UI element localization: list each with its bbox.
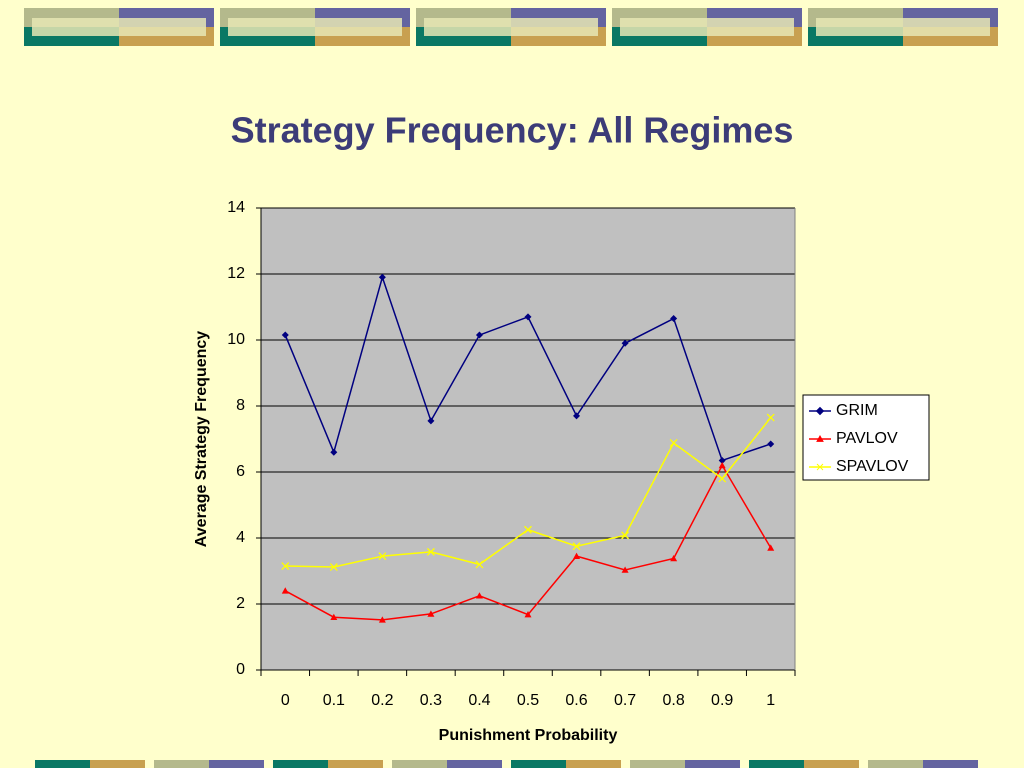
- point: [573, 552, 581, 559]
- x-tick-label: 0.1: [323, 692, 345, 709]
- legend-marker: [816, 463, 824, 471]
- deco-block: [90, 760, 145, 768]
- point: [670, 315, 678, 323]
- point: [281, 562, 290, 571]
- x-tick-label: 0.3: [420, 692, 442, 709]
- y-axis-title: Average Strategy Frequency: [193, 331, 210, 547]
- y-tick-label: 10: [227, 331, 245, 348]
- point: [329, 563, 338, 571]
- deco-block: [620, 18, 794, 36]
- point: [330, 448, 338, 456]
- point: [572, 542, 581, 551]
- point: [426, 547, 435, 556]
- deco-block: [424, 18, 598, 36]
- deco-block: [154, 760, 209, 768]
- point: [475, 331, 483, 339]
- y-tick-label: 12: [227, 265, 245, 282]
- point: [718, 474, 727, 483]
- point: [378, 273, 386, 281]
- deco-block: [749, 760, 804, 768]
- deco-block: [209, 760, 264, 768]
- point: [524, 525, 532, 534]
- x-tick-label: 0.4: [468, 692, 490, 709]
- x-axis-title: Punishment Probability: [439, 727, 618, 744]
- point: [475, 592, 483, 599]
- x-tick-label: 1: [766, 692, 775, 709]
- y-tick-label: 0: [236, 661, 245, 678]
- x-tick-label: 0.6: [565, 692, 587, 709]
- x-tick-label: 0: [281, 692, 290, 709]
- deco-block: [228, 18, 402, 36]
- point: [766, 413, 775, 422]
- point: [427, 417, 435, 425]
- legend-label: GRIM: [836, 402, 878, 419]
- point: [669, 439, 678, 447]
- point: [378, 616, 386, 623]
- deco-block: [35, 760, 90, 768]
- deco-block: [328, 760, 383, 768]
- point: [621, 566, 629, 573]
- deco-block: [447, 760, 502, 768]
- legend-label: SPAVLOV: [836, 458, 909, 475]
- deco-block: [32, 18, 206, 36]
- x-tick-label: 0.5: [517, 692, 539, 709]
- point: [718, 461, 726, 469]
- deco-block: [566, 760, 621, 768]
- chart-title: Strategy Frequency: All Regimes: [231, 110, 794, 151]
- deco-block: [923, 760, 978, 768]
- point: [573, 412, 581, 420]
- y-tick-label: 6: [236, 463, 245, 480]
- deco-block: [685, 760, 740, 768]
- deco-block: [816, 18, 990, 36]
- decoration: [24, 8, 998, 768]
- plot-area: [261, 208, 795, 670]
- point: [281, 587, 289, 594]
- point: [475, 560, 484, 569]
- y-tick-label: 14: [227, 199, 245, 216]
- deco-block: [273, 760, 328, 768]
- x-tick-label: 0.8: [663, 692, 685, 709]
- deco-block: [868, 760, 923, 768]
- point: [427, 610, 435, 617]
- point: [330, 613, 338, 620]
- y-tick-label: 2: [236, 595, 245, 612]
- point: [621, 339, 629, 347]
- point: [621, 531, 630, 540]
- point: [767, 440, 775, 448]
- point: [378, 552, 387, 561]
- y-tick-label: 8: [236, 397, 245, 414]
- point: [670, 554, 678, 562]
- deco-block: [630, 760, 685, 768]
- point: [524, 611, 532, 618]
- legend-marker: [816, 434, 824, 442]
- x-tick-label: 0.7: [614, 692, 636, 709]
- x-tick-label: 0.9: [711, 692, 733, 709]
- y-tick-label: 4: [236, 529, 245, 546]
- point: [281, 331, 289, 339]
- x-tick-label: 0.2: [371, 692, 393, 709]
- deco-block: [804, 760, 859, 768]
- legend-label: PAVLOV: [836, 430, 898, 447]
- point: [718, 456, 726, 464]
- point: [767, 544, 775, 551]
- deco-block: [511, 760, 566, 768]
- legend: [802, 394, 930, 481]
- point: [524, 313, 532, 321]
- legend-marker: [815, 406, 825, 416]
- deco-block: [392, 760, 447, 768]
